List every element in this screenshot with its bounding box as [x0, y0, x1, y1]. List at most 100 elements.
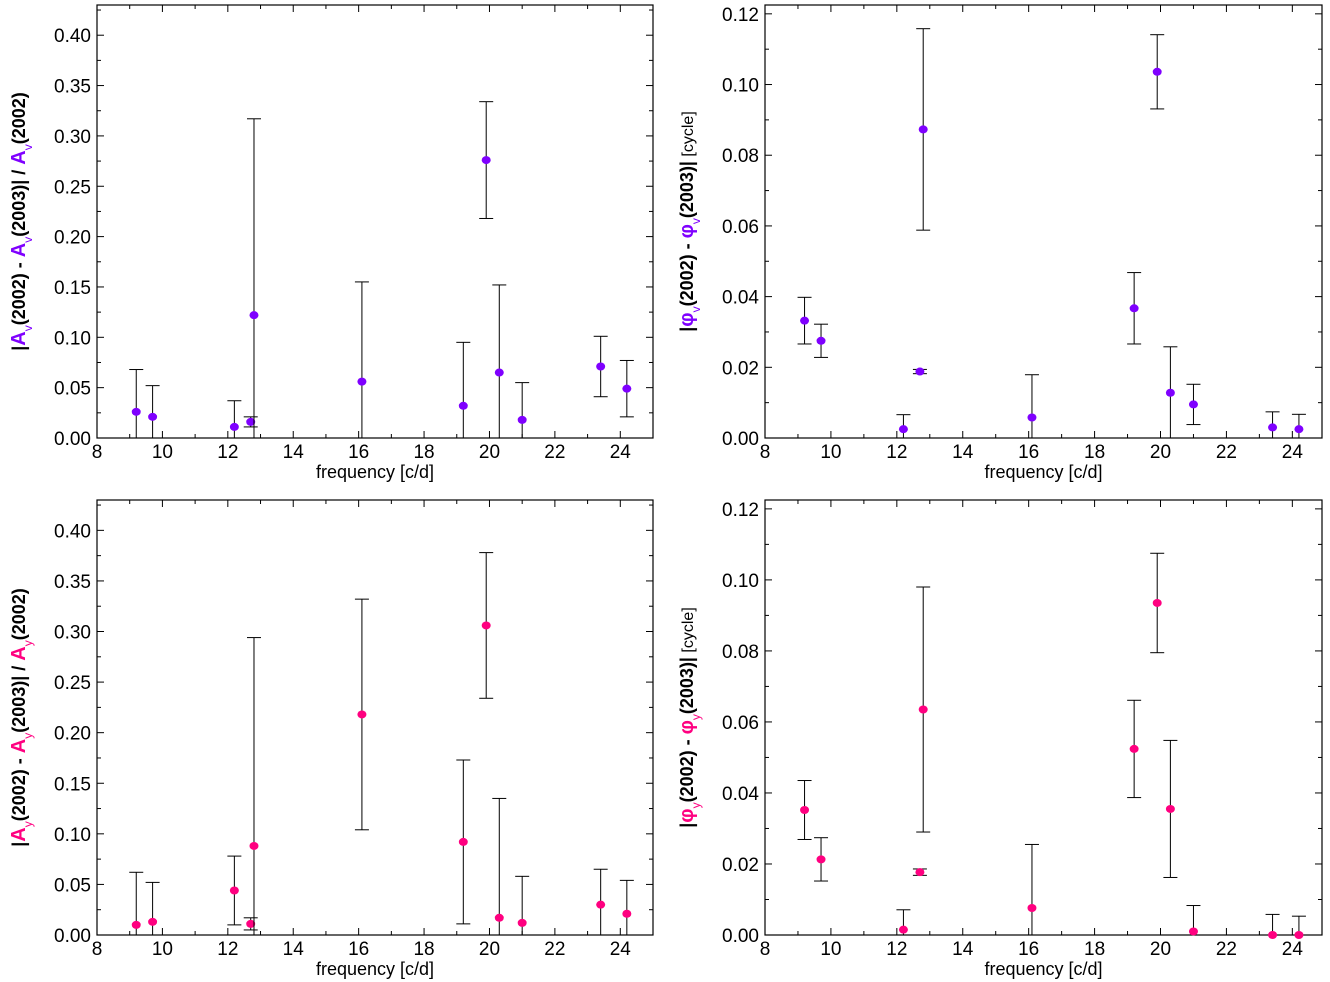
x-tick-label: 8 [760, 939, 771, 960]
x-tick-label: 16 [348, 939, 369, 960]
data-point [1127, 699, 1142, 799]
data-point [797, 296, 812, 345]
marker [1129, 304, 1139, 313]
y-axis-label: |Ay(2002) - Ay(2003)| / Ay(2002) [8, 588, 35, 847]
data-point [479, 101, 494, 219]
data-point [515, 382, 530, 438]
x-axis-label: frequency [c/d] [316, 959, 434, 979]
x-tick-label: 14 [952, 939, 974, 960]
y-axis-label: |Av(2002) - Av(2003)| / Av(2002) [8, 92, 35, 351]
y-tick-label: 0.30 [54, 623, 91, 644]
data-point [1024, 374, 1039, 438]
data-point [619, 879, 634, 935]
x-tick-label: 12 [217, 442, 238, 463]
marker [1188, 400, 1198, 409]
x-tick-label: 16 [1018, 939, 1039, 960]
x-tick-label: 18 [413, 939, 434, 960]
marker [596, 362, 606, 371]
x-tick-label: 14 [952, 442, 974, 463]
marker [458, 401, 468, 410]
x-tick-label: 12 [886, 939, 907, 960]
plot-frame [96, 499, 654, 936]
marker [494, 913, 504, 922]
marker [148, 412, 158, 421]
data-point [456, 341, 471, 438]
x-tick-label: 12 [217, 939, 238, 960]
y-tick-label: 0.15 [54, 774, 91, 795]
marker [229, 886, 239, 895]
data-point [456, 759, 471, 925]
data-point [354, 598, 369, 831]
data-point [227, 400, 242, 438]
y-tick-label: 0.02 [722, 855, 759, 876]
data-point [492, 284, 507, 438]
marker [148, 917, 158, 926]
y-tick-label: 0.04 [722, 288, 759, 309]
data-point [1265, 411, 1280, 438]
x-axis-label: frequency [c/d] [984, 462, 1102, 482]
data-point [145, 881, 160, 935]
y-tick-label: 0.10 [54, 825, 91, 846]
x-tick-label: 20 [1150, 442, 1171, 463]
y-tick-label: 0.12 [722, 500, 759, 521]
marker [517, 415, 527, 424]
y-tick-label: 0.00 [54, 429, 91, 450]
marker [918, 705, 928, 714]
marker [898, 925, 908, 934]
data-point [354, 281, 369, 438]
data-point [1291, 915, 1306, 939]
y-tick-label: 0.06 [722, 713, 759, 734]
data-point [492, 797, 507, 935]
marker [1294, 931, 1304, 939]
y-tick-label: 0.10 [54, 328, 91, 349]
marker [918, 125, 928, 134]
marker [816, 336, 826, 345]
x-tick-label: 24 [1282, 939, 1304, 960]
x-tick-label: 8 [760, 442, 771, 463]
y-tick-label: 0.20 [54, 724, 91, 745]
marker [915, 367, 925, 376]
marker [131, 920, 141, 929]
y-tick-label: 0.00 [54, 926, 91, 947]
x-tick-label: 8 [92, 442, 103, 463]
marker [494, 368, 504, 377]
data-point [145, 385, 160, 438]
marker [1165, 804, 1175, 813]
y-tick-label: 0.10 [722, 76, 759, 97]
x-tick-label: 16 [1018, 442, 1039, 463]
y-tick-label: 0.05 [54, 379, 91, 400]
marker [800, 806, 810, 815]
data-point [1150, 552, 1165, 654]
marker [481, 621, 491, 630]
marker [1129, 744, 1139, 753]
data-point [619, 359, 634, 418]
data-point [797, 780, 812, 840]
marker [915, 868, 925, 877]
y-tick-label: 0.10 [722, 571, 759, 592]
marker [481, 156, 491, 165]
marker [1027, 904, 1037, 913]
data-point [593, 868, 608, 935]
data-point [246, 118, 261, 438]
data-point [916, 28, 931, 231]
x-axis-label: frequency [c/d] [984, 959, 1102, 979]
data-point [896, 414, 911, 438]
y-tick-label: 0.05 [54, 875, 91, 896]
x-tick-label: 18 [1084, 939, 1105, 960]
marker [1268, 931, 1278, 939]
data-point [1186, 905, 1201, 936]
y-tick-label: 0.12 [722, 5, 759, 26]
y-tick-label: 0.40 [54, 521, 91, 542]
y-tick-label: 0.00 [722, 429, 759, 450]
marker [131, 407, 141, 416]
panel-amp_v: 8 10 12 14 16 18 20 22 24 0.00 0.05 0.10 0.15 0.20 0.2… [8, 4, 654, 482]
y-tick-label: 0.04 [722, 784, 759, 805]
data-point [129, 369, 144, 438]
y-tick-label: 0.35 [54, 572, 91, 593]
y-tick-label: 0.35 [54, 77, 91, 98]
x-tick-label: 8 [92, 939, 103, 960]
x-tick-label: 24 [1282, 442, 1304, 463]
data-point [1163, 346, 1178, 438]
data-point [814, 837, 829, 882]
y-tick-label: 0.08 [722, 146, 759, 167]
